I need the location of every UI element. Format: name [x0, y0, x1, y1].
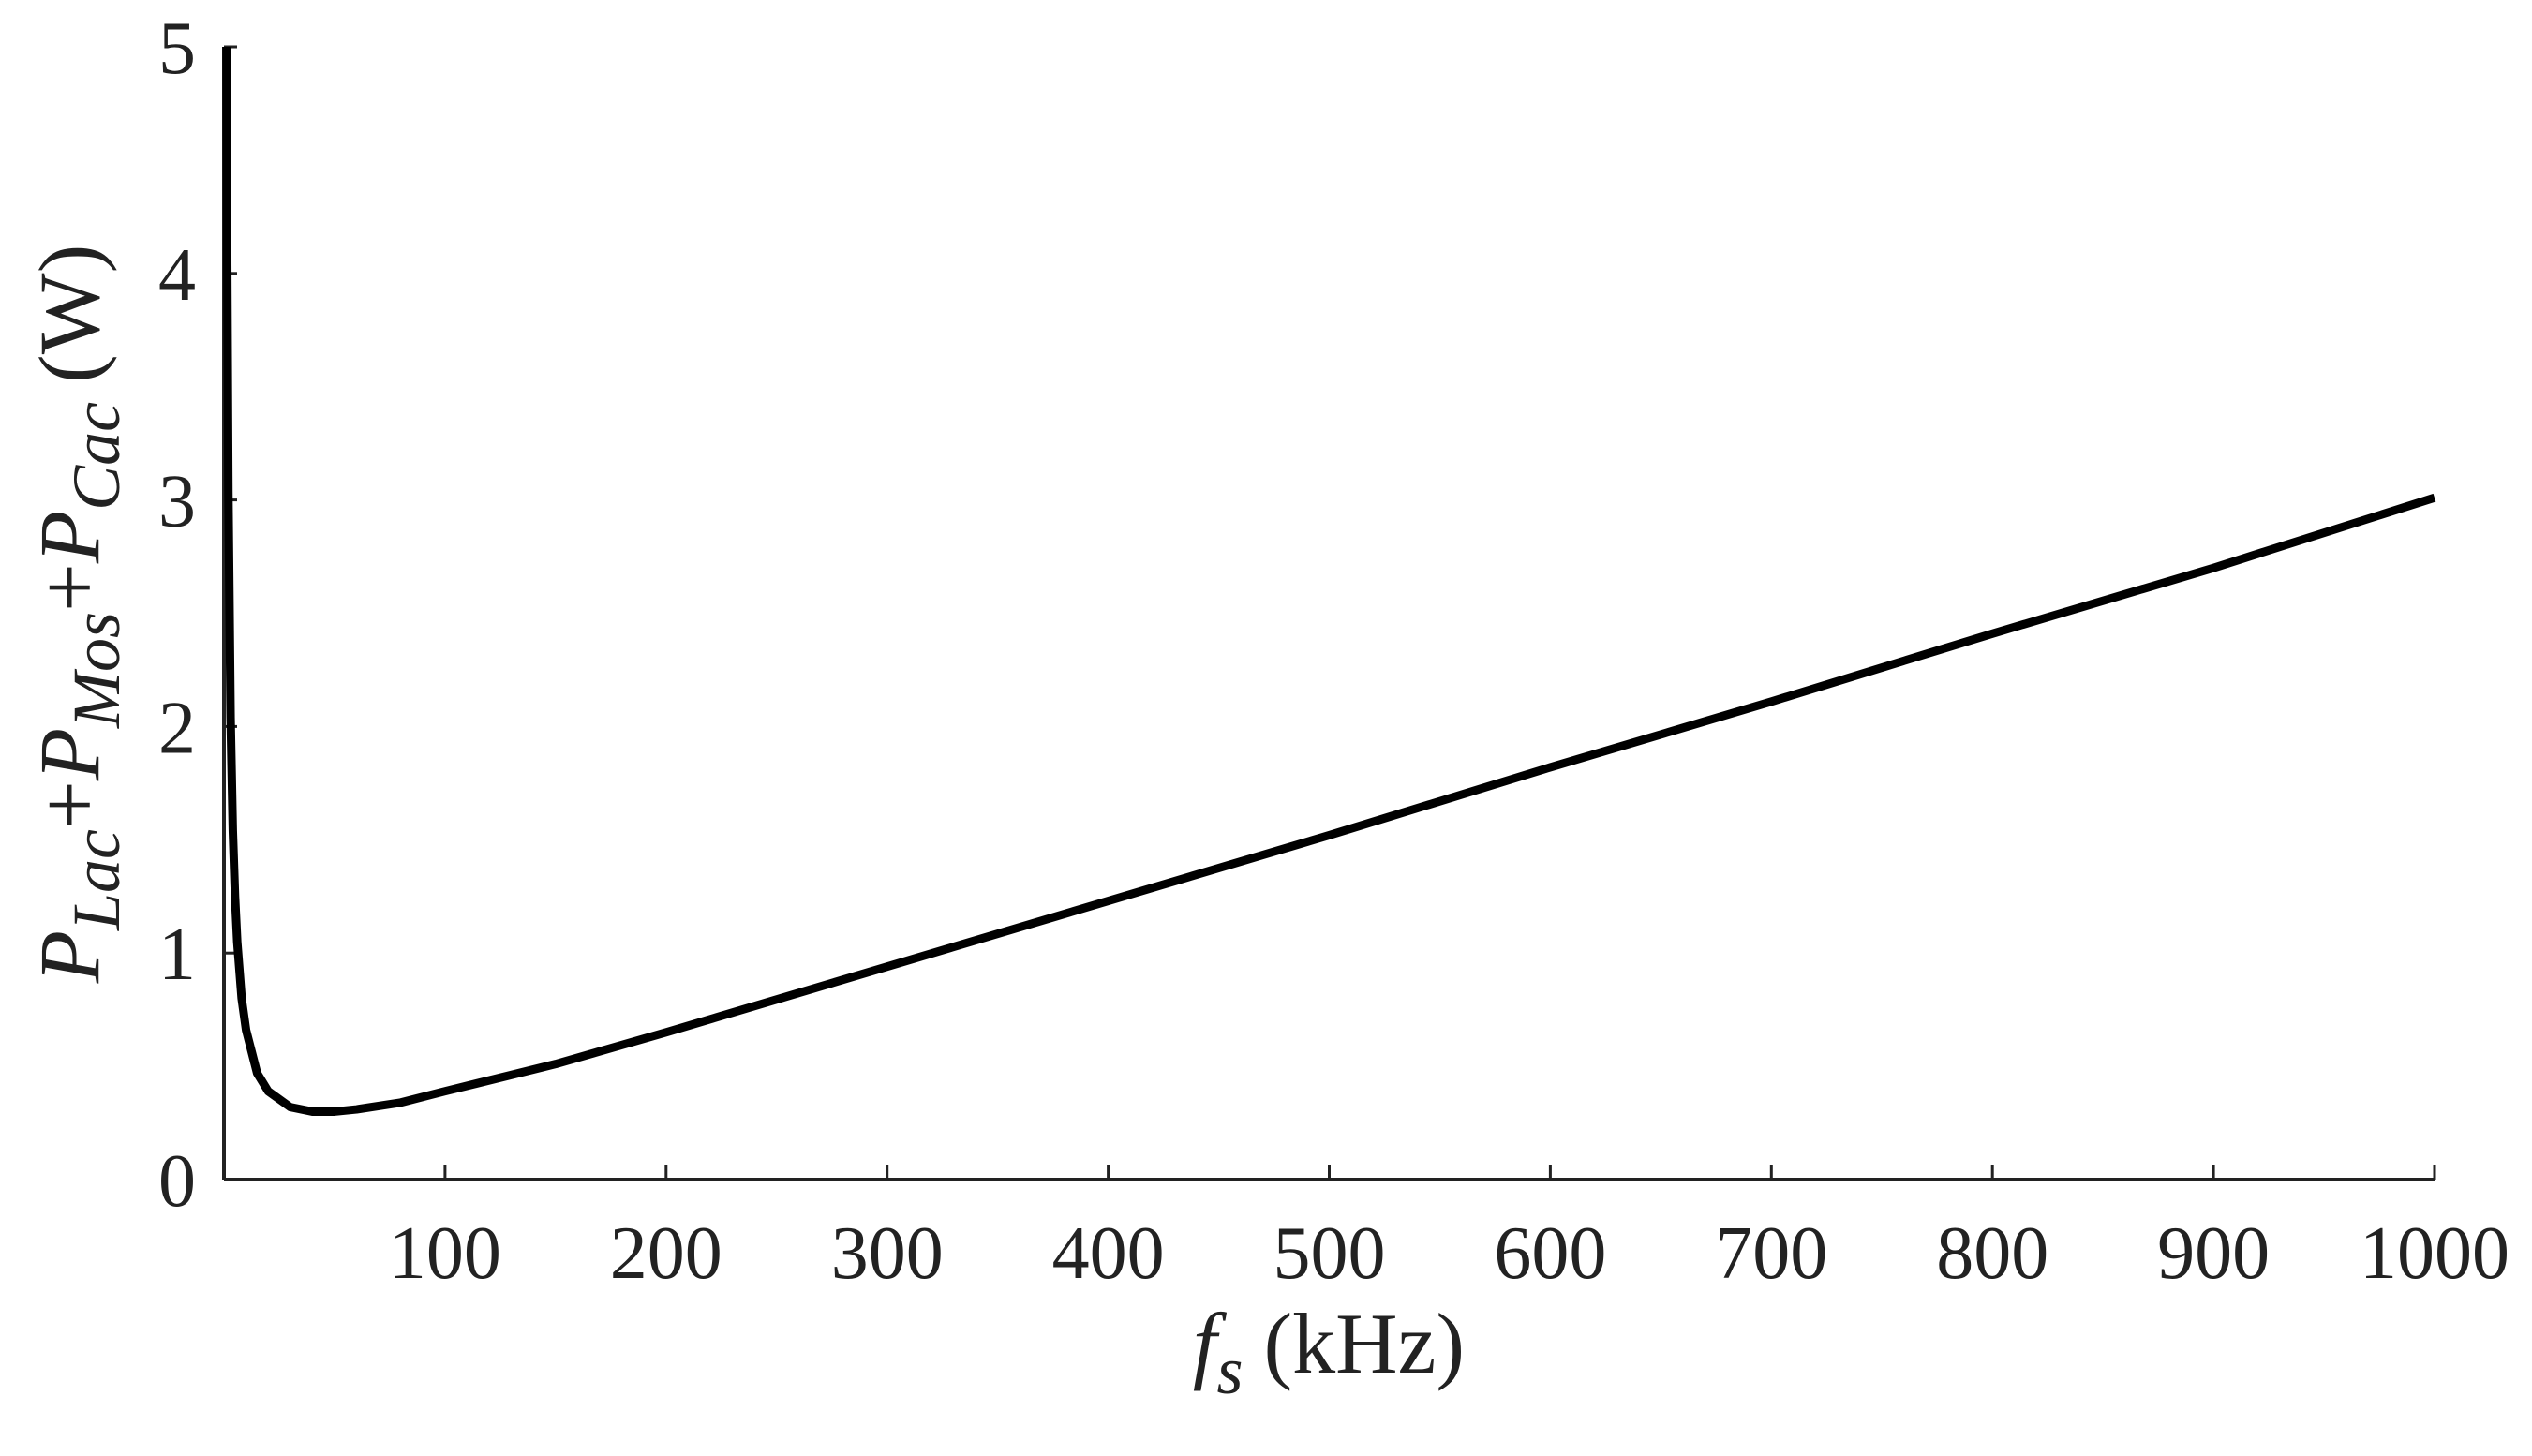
y-label-part: P	[22, 728, 117, 781]
x-tick-label: 500	[1273, 1212, 1386, 1295]
y-label-part: +	[22, 563, 117, 612]
y-tick-label: 3	[158, 461, 196, 543]
y-axis-label: PLac+PMos+PCac(W)	[22, 245, 134, 984]
x-label-part: (kHz)	[1264, 1296, 1466, 1391]
y-label-part: P	[22, 511, 117, 564]
x-label-part: s	[1216, 1333, 1243, 1408]
y-label-part: Lac	[59, 829, 134, 931]
y-label-part: P	[22, 930, 117, 984]
x-tick-label: 400	[1052, 1212, 1165, 1295]
x-tick-label: 1000	[2360, 1212, 2510, 1295]
line-series	[222, 46, 2436, 1116]
y-label-part: Mos	[59, 612, 134, 729]
y-label-part: Cac	[59, 402, 134, 511]
x-tick-label: 100	[389, 1212, 501, 1295]
y-label-part: +	[22, 780, 117, 829]
x-tick-label: 200	[610, 1212, 722, 1295]
y-tick-label: 5	[158, 7, 196, 90]
y-tick-label: 1	[158, 914, 196, 996]
y-tick-label: 0	[158, 1140, 196, 1223]
x-tick-label: 900	[2157, 1212, 2270, 1295]
x-tick-label: 300	[831, 1212, 944, 1295]
x-tick-label: 800	[1936, 1212, 2048, 1295]
y-tick-label: 4	[158, 234, 196, 317]
y-label-part: (W)	[22, 245, 117, 383]
x-axis-label: fs (kHz)	[1193, 1296, 1465, 1408]
y-tick-label: 2	[158, 687, 196, 769]
x-tick-label: 700	[1715, 1212, 1827, 1295]
x-tick-label: 600	[1494, 1212, 1606, 1295]
